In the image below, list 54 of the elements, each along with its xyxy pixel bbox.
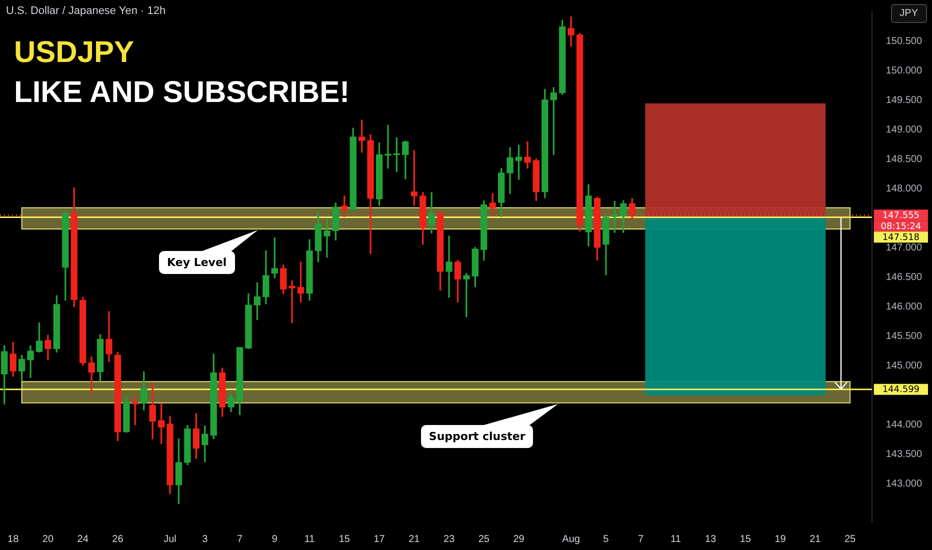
x-tick-label: 9 <box>272 534 278 545</box>
x-tick-label: 15 <box>740 534 752 545</box>
y-tick-label: 147.000 <box>886 242 922 254</box>
candlestick <box>463 272 470 318</box>
y-tick-label: 150.500 <box>886 36 922 48</box>
band-label: Support cluster <box>420 424 534 448</box>
ref-line-label: 147.555 <box>882 210 920 221</box>
x-tick-label: 15 <box>338 534 350 545</box>
x-tick-label: 13 <box>704 534 717 545</box>
candlestick <box>446 236 452 298</box>
y-tick-label: 146.000 <box>886 302 922 313</box>
x-tick-label: 24 <box>77 534 89 545</box>
x-tick-label: 21 <box>810 534 822 545</box>
y-tick-label: 146.500 <box>886 272 922 284</box>
candlestick <box>524 141 531 169</box>
x-tick-label: Aug <box>562 534 580 545</box>
y-tick-label: 150.000 <box>886 66 922 77</box>
x-tick-label: 5 <box>603 534 610 545</box>
x-tick-label: 29 <box>513 534 525 545</box>
x-tick-label: 19 <box>774 534 786 545</box>
y-tick-label: 145.500 <box>886 331 922 342</box>
y-tick-label: 149.000 <box>886 124 922 136</box>
band-label: Key Level <box>159 250 235 274</box>
x-tick-label: 26 <box>112 534 124 545</box>
x-tick-label: 11 <box>304 534 316 545</box>
y-tick-label: 148.000 <box>886 184 922 195</box>
x-tick-label: 20 <box>42 534 54 545</box>
x-tick-label: 7 <box>638 534 644 545</box>
candlestick <box>288 280 296 324</box>
candlestick <box>568 16 574 47</box>
text: USDJPY <box>14 36 134 70</box>
x-tick-label: 17 <box>374 534 386 545</box>
y-tick-label: 148.500 <box>886 154 922 166</box>
x-tick-label: 25 <box>844 534 856 545</box>
y-tick-label: 144.000 <box>886 419 922 430</box>
x-tick-label: 7 <box>236 534 243 545</box>
x-tick-label: 23 <box>443 534 456 545</box>
y-tick-label: 143.500 <box>886 448 922 460</box>
x-tick-label: 3 <box>202 534 208 545</box>
candlestick <box>324 218 330 258</box>
text: LIKE AND SUBSCRIBE! <box>14 76 350 110</box>
x-tick-label: 25 <box>478 534 490 545</box>
x-tick-label: Jul <box>164 534 176 545</box>
ref-line-label: 144.599 <box>882 385 920 396</box>
ref-line-label: 147.518 <box>882 232 920 243</box>
x-tick-label: 21 <box>408 534 420 545</box>
y-tick-label: 145.000 <box>886 360 922 372</box>
text: JPY <box>890 4 927 23</box>
text: 08:15:24 <box>880 222 922 232</box>
y-tick-label: 149.500 <box>886 95 922 106</box>
x-tick-label: 18 <box>8 534 20 545</box>
annotation: U.S. Dollar / Japanese Yen · 12h <box>6 5 166 17</box>
y-tick-label: 143.000 <box>886 478 922 490</box>
x-tick-label: 11 <box>670 534 682 545</box>
